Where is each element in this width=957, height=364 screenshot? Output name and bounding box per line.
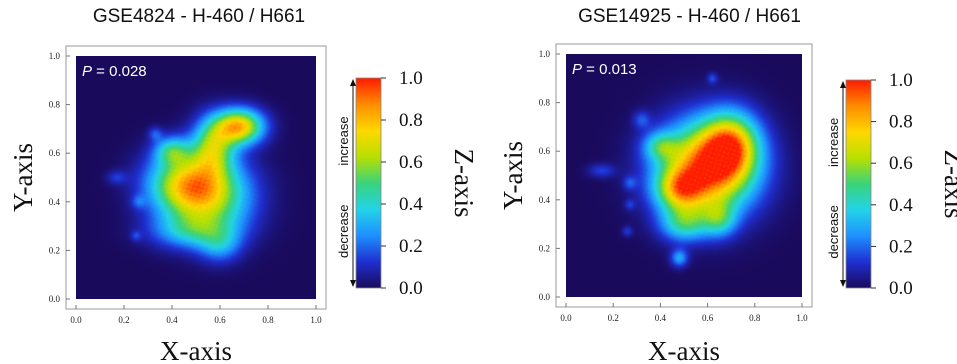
heatmap-svg: 0.0 0.2 0.4 0.6 0.8 1.0 0.0 0.2 0.4 0.6 0.8 1.0 X-ax…: [498, 43, 957, 364]
decrease-label: decrease: [826, 205, 841, 258]
x-axis-label: X-axis: [160, 336, 232, 364]
chart-title: GSE4824 - H-460 / H661: [92, 6, 306, 27]
axes-frame: [65, 45, 327, 310]
colorbar-tick-label: 0.0: [889, 278, 913, 299]
colorbar: [355, 77, 382, 289]
arrow-down-icon: [840, 280, 846, 287]
p-value-annotation: P = 0.028: [82, 63, 147, 80]
y-axis-label: Y-axis: [498, 141, 528, 210]
x-tick-label: 0.4: [166, 315, 178, 325]
arrow-down-icon: [350, 280, 356, 287]
p-value: = 0.028: [92, 63, 147, 80]
x-tick-label: 0.8: [749, 313, 761, 323]
x-axis-label: X-axis: [648, 336, 720, 364]
p-value: = 0.013: [582, 61, 637, 78]
x-tick-label: 0.8: [262, 315, 274, 325]
x-tick-label: 0.2: [608, 313, 619, 323]
arrow-up-icon: [840, 81, 846, 88]
y-tick-label: 0.6: [49, 148, 61, 158]
chart-title: GSE14925 - H-460 / H661: [578, 6, 801, 27]
y-tick-label: 0.0: [539, 292, 551, 302]
colorbar-tick-label: 0.2: [399, 236, 423, 257]
increase-label: increase: [826, 118, 841, 167]
p-symbol: P: [82, 63, 92, 80]
increase-label: increase: [336, 116, 351, 165]
z-axis-label: Z-axis: [939, 150, 957, 219]
colorbar-tick-label: 1.0: [889, 70, 913, 91]
colorbar-tick-label: 1.0: [399, 68, 423, 89]
x-tick-label: 1.0: [796, 313, 808, 323]
x-tick-label: 0.6: [214, 315, 226, 325]
colorbar-tick-label: 0.6: [399, 152, 423, 173]
colorbar-tick-label: 0.4: [889, 195, 913, 216]
y-tick-label: 0.8: [49, 100, 61, 110]
y-tick-label: 0.4: [49, 197, 61, 207]
heatmap-panel-left: GSE4824 - H-460 / H661 0.0 0.2 0.4 0.6 0.8 1.…: [0, 0, 479, 364]
y-tick-label: 0.4: [539, 195, 551, 205]
colorbar-tick-label: 0.6: [889, 153, 913, 174]
decrease-label: decrease: [336, 205, 351, 258]
y-tick-label: 0.6: [539, 146, 551, 156]
x-tick-label: 0.6: [702, 313, 714, 323]
heatmap-image: [76, 56, 316, 299]
colorbar-tick-label: 0.2: [889, 236, 913, 257]
y-tick-label: 1.0: [49, 51, 61, 61]
x-tick-label: 0.0: [70, 315, 82, 325]
z-axis-label: Z-axis: [449, 149, 479, 218]
heatmap-svg: 0.0 0.2 0.4 0.6 0.8 1.0 0.0 0.2 0.4 0.6 0.8 1.0 X-ax…: [8, 45, 479, 364]
y-tick-label: 0.8: [539, 98, 551, 108]
p-symbol: P: [572, 61, 582, 78]
x-tick-label: 1.0: [310, 315, 322, 325]
y-tick-label: 0.0: [49, 294, 61, 304]
colorbar-tick-label: 0.4: [399, 194, 423, 215]
x-tick-label: 0.2: [118, 315, 129, 325]
x-tick-label: 0.0: [560, 313, 572, 323]
arrow-up-icon: [350, 79, 356, 86]
colorbar-tick-label: 0.0: [399, 278, 423, 299]
y-axis-label: Y-axis: [8, 143, 38, 212]
p-value-annotation: P = 0.013: [572, 61, 637, 78]
heatmap-panel-right: GSE14925 - H-460 / H661 0.0 0.2 0.4 0.6 0.8 1…: [478, 0, 957, 364]
y-tick-label: 0.2: [49, 245, 60, 255]
y-tick-label: 1.0: [539, 49, 551, 59]
colorbar: [845, 79, 872, 289]
colorbar-tick-label: 0.8: [399, 110, 423, 131]
axes-frame: [555, 43, 813, 308]
y-tick-label: 0.2: [539, 243, 550, 253]
colorbar-tick-label: 0.8: [889, 112, 913, 133]
heatmap-image: [566, 54, 802, 297]
x-tick-label: 0.4: [655, 313, 667, 323]
